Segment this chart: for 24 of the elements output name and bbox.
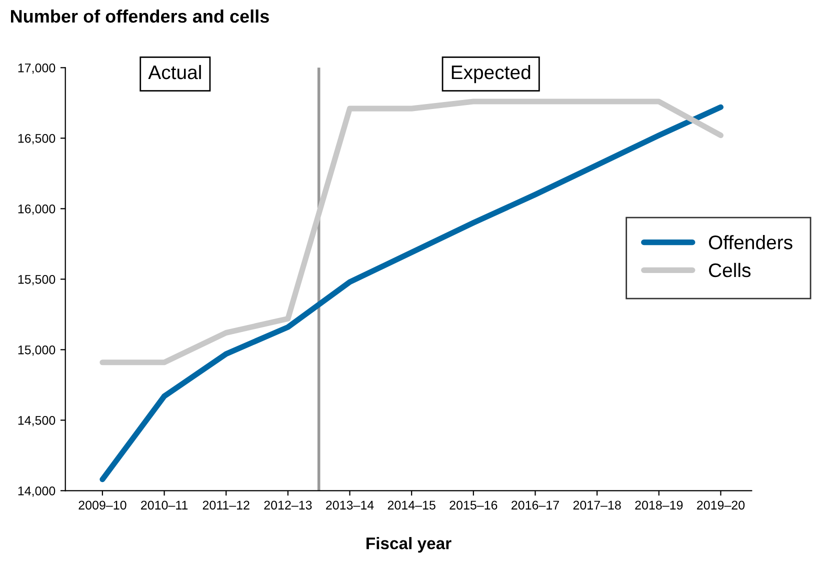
x-tick-label: 2018–19 — [635, 500, 683, 510]
legend-label: Cells — [708, 262, 751, 278]
x-tick-label: 2017–18 — [573, 500, 621, 510]
x-tick-label: 2016–17 — [512, 500, 559, 510]
y-tick-label: 16,000 — [18, 204, 56, 215]
x-tick-label: 2019–20 — [697, 500, 745, 510]
x-tick-label: 2009–10 — [78, 500, 126, 510]
x-tick-label: 2014–15 — [388, 500, 436, 510]
x-tick-label: 2012–13 — [264, 500, 312, 510]
x-tick-label: 2013–14 — [326, 500, 374, 510]
x-tick-label: 2015–16 — [450, 500, 498, 510]
y-tick-label: 16,500 — [18, 134, 56, 144]
y-tick-label: 14,500 — [18, 416, 56, 426]
x-axis-title: Fiscal year — [366, 537, 452, 553]
y-tick-label: 17,000 — [18, 63, 56, 74]
y-tick-label: 15,000 — [18, 345, 56, 356]
annotation: Expected — [452, 64, 530, 84]
annotation: Actual — [148, 64, 201, 80]
legend-label: Offenders — [708, 235, 792, 250]
x-tick-label: 2010–11 — [141, 500, 188, 510]
x-tick-label: 2011–12 — [202, 500, 250, 510]
y-tick-label: 15,500 — [18, 274, 56, 286]
chart-title: Number of offenders and cells — [11, 9, 269, 23]
y-tick-label: 14,000 — [18, 486, 56, 497]
